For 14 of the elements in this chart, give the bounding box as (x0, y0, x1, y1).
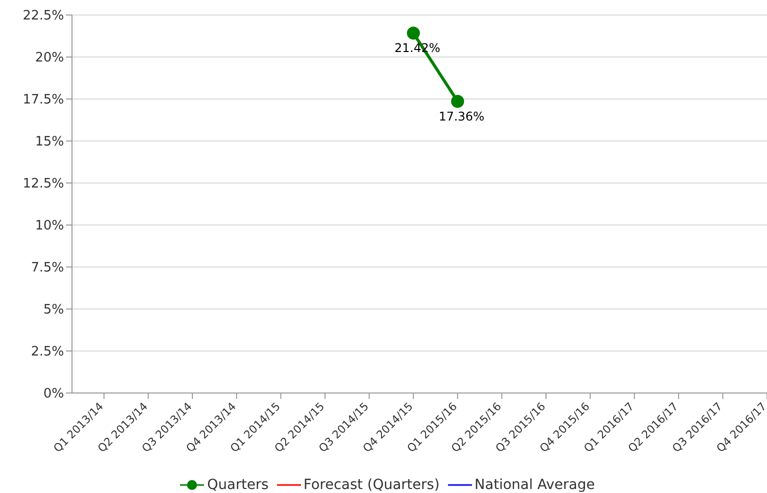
legend-label: Forecast (Quarters) (302, 477, 440, 493)
y-tick-label: 22.5% (22, 8, 64, 24)
y-tick-label: 17.5% (22, 92, 64, 108)
y-tick-label: 5% (43, 302, 64, 318)
data-label: 17.36% (438, 109, 484, 124)
y-tick-label: 12.5% (22, 176, 64, 192)
y-tick-label: 20% (35, 50, 64, 66)
legend-label: National Average (474, 477, 595, 493)
y-tick-label: 7.5% (30, 260, 64, 276)
y-tick-label: 2.5% (30, 344, 64, 360)
y-tick-label: 15% (35, 134, 64, 150)
legend-label: Quarters (206, 477, 269, 493)
y-tick-label: 0% (43, 386, 64, 402)
y-tick-label: 10% (35, 218, 64, 234)
